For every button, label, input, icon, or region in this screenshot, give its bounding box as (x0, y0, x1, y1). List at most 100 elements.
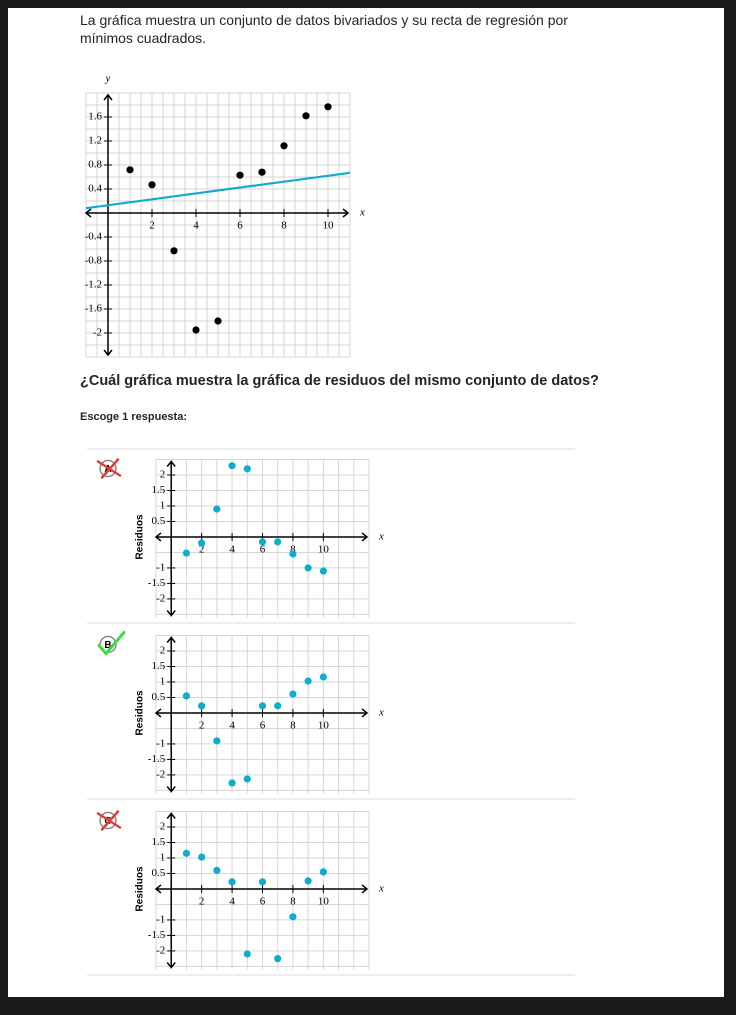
x-tick-label: 6 (260, 719, 266, 731)
data-point (289, 913, 297, 921)
data-point (243, 465, 251, 473)
axis-arrow (166, 610, 176, 617)
axis-arrow (361, 884, 369, 894)
y-tick-label: -1.2 (85, 279, 102, 291)
data-point (182, 849, 191, 857)
y-axis-label: y (105, 73, 111, 85)
y-axis-label: Residuos (135, 690, 146, 735)
regression-line (85, 171, 351, 210)
axis-arrow (154, 532, 162, 542)
y-tick-label: 1.2 (88, 135, 102, 147)
x-tick-label: 6 (260, 543, 266, 555)
y-tick-label: 1.6 (88, 111, 102, 123)
x-tick-label: 10 (318, 895, 330, 907)
data-point (258, 538, 267, 546)
x-tick-label: 8 (281, 220, 287, 232)
y-tick-label: -2 (156, 592, 165, 604)
y-tick-label: 1 (160, 500, 166, 512)
axis-arrow (166, 812, 176, 819)
y-tick-label: 0.8 (88, 159, 102, 171)
x-tick-label: 4 (229, 543, 235, 555)
axis-arrow (166, 636, 176, 643)
axis-arrow (154, 884, 162, 894)
data-point (213, 866, 221, 874)
data-point (304, 877, 312, 885)
data-point (228, 462, 236, 470)
x-tick-label: 10 (318, 543, 330, 555)
data-point (228, 779, 236, 787)
option-letter: B (104, 640, 111, 651)
x-tick-label: 4 (229, 895, 235, 907)
y-tick-label: -0.4 (85, 231, 103, 243)
y-tick-label: -2 (93, 327, 102, 339)
y-tick-label: -1 (156, 913, 165, 925)
axis-arrow (103, 349, 113, 357)
data-point (198, 702, 206, 710)
x-axis-label: x (378, 530, 384, 542)
x-tick-label: 6 (237, 220, 243, 232)
content-panel (8, 8, 724, 997)
instruction: Escoge 1 respuesta: (80, 411, 187, 423)
data-point (198, 853, 206, 861)
x-tick-label: 6 (260, 895, 266, 907)
data-point (214, 317, 222, 325)
x-axis-label: x (378, 706, 384, 718)
x-tick-label: 4 (229, 719, 235, 731)
data-point (243, 950, 251, 958)
data-point (319, 567, 327, 575)
y-tick-label: -1 (156, 561, 165, 573)
y-tick-label: 0.4 (88, 183, 102, 195)
data-point (304, 677, 312, 685)
x-tick-label: 2 (199, 543, 205, 555)
x-tick-label: 8 (290, 543, 296, 555)
question-prompt: ¿Cuál gráfica muestra la gráfica de resi… (80, 373, 599, 389)
data-point (304, 564, 312, 572)
y-tick-label: -1 (156, 737, 165, 749)
y-tick-label: 1 (160, 852, 166, 864)
data-point (302, 112, 310, 120)
x-tick-label: 2 (199, 719, 205, 731)
data-point (289, 690, 297, 698)
y-tick-label: -0.8 (85, 255, 103, 267)
axis-arrow (361, 708, 369, 718)
data-point (274, 955, 282, 963)
axis-arrow (361, 532, 369, 542)
incorrect-mark (96, 458, 122, 479)
x-axis-label: x (359, 207, 365, 219)
axis-arrow (166, 786, 176, 793)
intro-text: La gráfica muestra un conjunto de datos … (80, 12, 568, 46)
y-tick-label: -1.6 (85, 303, 103, 315)
data-point (258, 878, 267, 886)
axis-arrow (342, 208, 350, 218)
data-point (324, 103, 332, 111)
data-point (319, 673, 327, 681)
data-point (258, 168, 266, 176)
y-tick-label: 1 (160, 676, 166, 688)
data-point (274, 538, 282, 546)
x-tick-label: 10 (323, 220, 335, 232)
data-point (182, 692, 191, 700)
x-tick-label: 2 (149, 220, 155, 232)
x-tick-label: 10 (318, 719, 330, 731)
axis-arrow (166, 962, 176, 969)
axis-arrow (103, 93, 113, 101)
y-tick-label: 1.5 (151, 836, 165, 848)
y-axis-label: Residuos (135, 866, 146, 911)
data-point (213, 505, 221, 513)
data-point (148, 181, 156, 189)
y-tick-label: 2 (160, 645, 166, 657)
y-tick-label: -2 (156, 768, 165, 780)
x-tick-label: 8 (290, 719, 296, 731)
data-point (182, 549, 191, 557)
data-point (243, 775, 251, 783)
y-tick-label: 0.5 (151, 515, 165, 527)
data-point (289, 550, 297, 558)
data-point (236, 171, 244, 179)
data-point (213, 737, 221, 745)
data-point (192, 326, 200, 334)
y-tick-label: 1.5 (151, 660, 165, 672)
correct-mark (97, 631, 126, 656)
y-tick-label: -1.5 (148, 753, 166, 765)
x-tick-label: 8 (290, 895, 296, 907)
